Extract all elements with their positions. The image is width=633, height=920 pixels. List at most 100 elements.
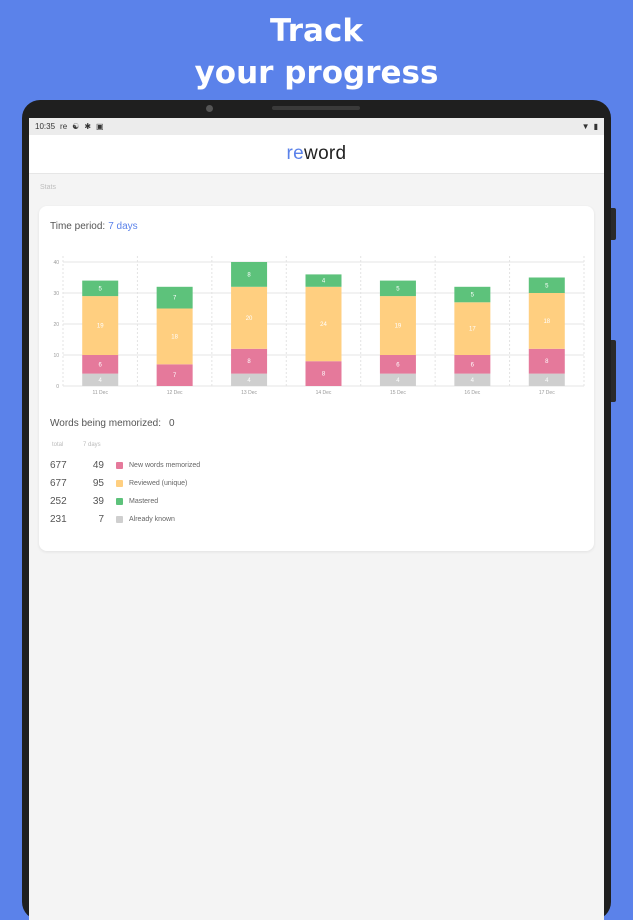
legend-label: Reviewed (unique) — [129, 479, 188, 487]
app-bar: reword — [29, 135, 604, 174]
legend-total: 231 — [50, 513, 67, 525]
x-tick-label: 13 Dec — [241, 390, 257, 396]
legend-swatch — [116, 497, 123, 505]
column-header-week: 7 days — [83, 442, 101, 448]
y-tick-label: 10 — [53, 353, 59, 359]
legend-row-known: 231 7 Already known — [50, 510, 350, 528]
sd-card-icon: ▣ — [96, 122, 104, 131]
bar-value-label: 19 — [97, 324, 104, 330]
bar-segment — [156, 364, 193, 386]
logo-prefix: re — [286, 143, 305, 164]
bar-value-label: 8 — [247, 272, 251, 278]
x-tick-label: 14 Dec — [316, 390, 332, 396]
time-period-row[interactable]: Time period: 7 days — [50, 221, 138, 232]
bar-segment — [528, 373, 565, 386]
bar-value-label: 6 — [396, 362, 400, 368]
bar-segment — [379, 280, 416, 297]
bar-segment — [231, 262, 268, 287]
app-screen: 10:35 re ☯ ✱ ▣ ▼ ▮ reword Stats Time per… — [29, 118, 604, 920]
bar-value-label: 4 — [99, 378, 103, 384]
status-time: 10:35 — [35, 122, 56, 131]
bar-segment — [379, 355, 416, 374]
bar-value-label: 8 — [545, 359, 549, 365]
bar-segment — [454, 373, 491, 386]
legend-label: Already known — [129, 515, 175, 523]
x-tick-label: 15 Dec — [390, 390, 406, 396]
breadcrumb: Stats — [40, 184, 56, 191]
x-tick-label: 12 Dec — [167, 390, 183, 396]
bar-value-label: 5 — [471, 293, 475, 299]
legend-total: 252 — [50, 495, 67, 507]
bar-value-label: 19 — [395, 324, 402, 330]
time-period-label: Time period: — [50, 221, 106, 232]
tablet-frame: 10:35 re ☯ ✱ ▣ ▼ ▮ reword Stats Time per… — [22, 100, 616, 920]
bar-segment — [379, 296, 416, 355]
column-header-total: total — [52, 442, 64, 448]
legend-total: 677 — [50, 459, 67, 471]
bar-segment — [528, 277, 565, 293]
y-tick-label: 30 — [53, 291, 59, 297]
stats-legend: 677 49 New words memorized 677 95 Review… — [50, 456, 350, 528]
speaker-grille — [272, 106, 360, 110]
x-tick-label: 11 Dec — [92, 390, 108, 396]
tools-icon: ✱ — [84, 122, 92, 131]
bar-value-label: 5 — [545, 283, 549, 289]
legend-label: New words memorized — [129, 461, 201, 469]
y-tick-label: 20 — [53, 322, 59, 328]
status-bar: 10:35 re ☯ ✱ ▣ ▼ ▮ — [29, 118, 604, 135]
status-app-icon: re — [60, 122, 68, 131]
bar-segment — [231, 373, 268, 386]
legend-swatch — [116, 461, 123, 469]
legend-row-new: 677 49 New words memorized — [50, 456, 350, 474]
x-tick-label: 17 Dec — [539, 390, 555, 396]
bar-value-label: 20 — [246, 316, 253, 322]
bar-segment — [528, 348, 565, 374]
bar-value-label: 4 — [322, 279, 326, 285]
promo-title-line2: your progress — [194, 55, 439, 91]
promo-title-line1: Track — [270, 13, 363, 49]
bar-segment — [454, 355, 491, 374]
logo-suffix: word — [304, 143, 347, 164]
bar-value-label: 17 — [469, 327, 476, 333]
bar-value-label: 5 — [99, 286, 103, 292]
bar-value-label: 4 — [247, 378, 251, 384]
bar-segment — [528, 293, 565, 349]
bar-value-label: 18 — [543, 319, 550, 325]
memorizing-count: 0 — [168, 418, 175, 429]
bar-value-label: 24 — [320, 322, 327, 328]
bar-segment — [379, 373, 416, 386]
bar-value-label: 8 — [322, 372, 326, 378]
time-period-value[interactable]: 7 days — [108, 221, 138, 232]
progress-bar-chart: 0 10 20 30 40 4 6 19 5 11 Dec 7 18 7 12 Dec 4 8 20 8 13 De… — [53, 256, 585, 396]
legend-row-reviewed: 677 95 Reviewed (unique) — [50, 474, 350, 492]
bar-value-label: 18 — [171, 334, 178, 340]
legend-total: 677 — [50, 477, 67, 489]
bar-segment — [454, 302, 491, 355]
legend-week: 39 — [92, 495, 104, 507]
legend-swatch — [116, 479, 123, 487]
sync-icon: ☯ — [72, 122, 80, 131]
memorizing-label: Words being memorized: — [50, 418, 161, 429]
legend-row-mastered: 252 39 Mastered — [50, 492, 350, 510]
legend-week: 95 — [92, 477, 104, 489]
bar-value-label: 5 — [396, 286, 400, 292]
bar-segment — [231, 348, 268, 374]
bar-segment — [82, 355, 119, 374]
legend-swatch — [116, 515, 123, 523]
app-logo[interactable]: reword — [287, 143, 347, 165]
x-tick-label: 16 Dec — [464, 390, 480, 396]
bar-value-label: 7 — [173, 296, 177, 302]
legend-week: 7 — [98, 513, 104, 525]
battery-icon: ▮ — [593, 122, 598, 131]
camera-icon — [206, 105, 213, 112]
bar-value-label: 4 — [471, 378, 475, 384]
wifi-icon: ▼ — [581, 122, 590, 131]
legend-label: Mastered — [129, 497, 159, 505]
y-tick-label: 0 — [56, 384, 59, 390]
legend-week: 49 — [92, 459, 104, 471]
bar-value-label: 4 — [396, 378, 400, 384]
bar-segment — [454, 286, 491, 303]
bar-value-label: 6 — [99, 362, 103, 368]
bar-segment — [82, 373, 119, 386]
bar-value-label: 8 — [247, 359, 251, 365]
